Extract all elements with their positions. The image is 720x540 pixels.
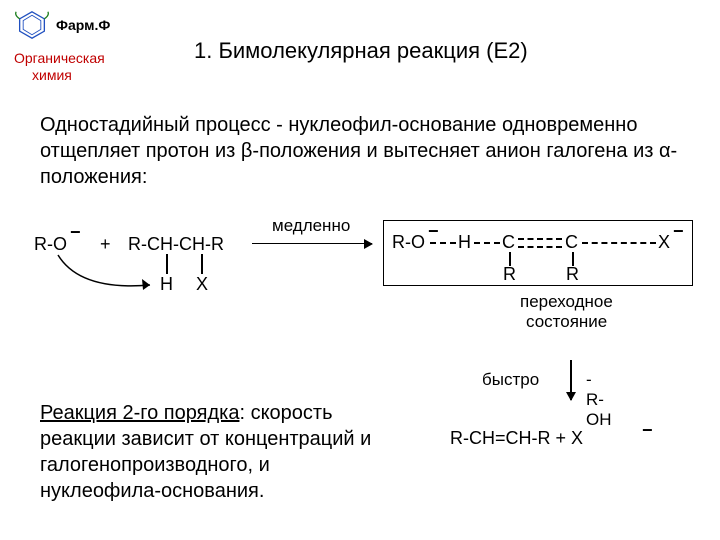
x-label: X <box>196 274 208 295</box>
dash-3a <box>518 238 562 240</box>
reaction-scheme: R-O − + R-CH-CH-R H X медленно R-O − H C… <box>0 204 720 384</box>
curve-arrow-1 <box>50 249 170 299</box>
slide-header: Фарм.Ф Органическая химия 1. Бимолекуляр… <box>0 0 720 84</box>
transition-label-2: состояние <box>526 312 607 332</box>
dash-1 <box>430 242 456 244</box>
desc2-underline: Реакция 2-го порядка <box>40 402 239 424</box>
dash-4 <box>582 242 656 244</box>
description-2: Реакция 2-го порядка: скорость реакции з… <box>40 400 380 504</box>
org-text: Органическая <box>14 50 105 66</box>
org-chem-label: Органическая химия <box>14 50 105 84</box>
description-1: Одностадийный процесс - нуклеофил-основа… <box>40 112 690 190</box>
dash-2 <box>474 242 500 244</box>
minus-charge-3: − <box>673 221 684 242</box>
minus-roh: - R-OH <box>586 370 612 430</box>
ts-x: X <box>658 232 670 253</box>
product: R-CH=CH-R + X <box>450 428 583 449</box>
ts-r2: R <box>566 264 579 285</box>
logo-top: Фарм.Ф <box>14 10 110 40</box>
ts-r1: R <box>503 264 516 285</box>
slide-title: 1. Бимолекулярная реакция (Е2) <box>194 38 528 64</box>
minus-charge-2: − <box>428 221 439 242</box>
minus-charge-1: − <box>70 222 81 243</box>
fast-label: быстро <box>482 370 539 390</box>
chem-text: химия <box>32 67 72 83</box>
minus-charge-4: − <box>642 420 653 441</box>
pharmf-label: Фарм.Ф <box>56 17 110 33</box>
logo-block: Фарм.Ф Органическая химия <box>14 10 144 84</box>
ts-c2: C <box>565 232 578 253</box>
ts-h: H <box>458 232 471 253</box>
arrow-slow <box>252 243 372 245</box>
arrow-fast <box>570 360 572 400</box>
dash-3b <box>518 246 562 248</box>
transition-label-1: переходное <box>520 292 613 312</box>
bond-x <box>201 254 203 274</box>
ts-c1: C <box>502 232 515 253</box>
ts-ro: R-O <box>392 232 425 253</box>
slow-label: медленно <box>272 216 350 236</box>
benzene-icon <box>14 10 50 40</box>
